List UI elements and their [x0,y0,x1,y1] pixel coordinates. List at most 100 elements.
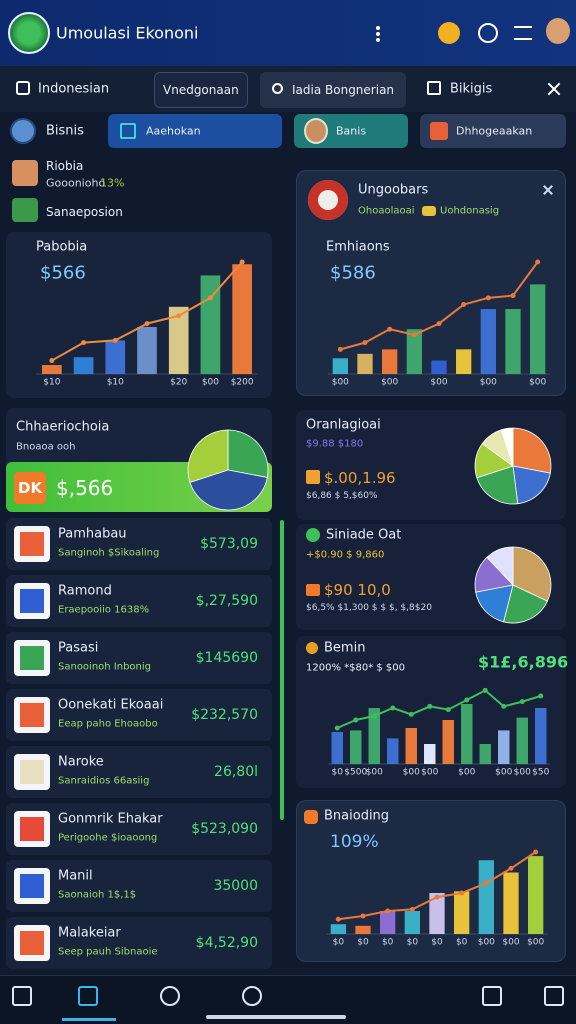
chart-card [296,800,566,962]
filter-label[interactable]: Bisnis [46,123,84,139]
dropdown-label[interactable]: Aaehokan [146,124,201,138]
list-sub: Gooonioho [46,176,106,190]
list-item[interactable] [6,689,272,741]
card-tag: Uohdonasig [440,205,500,217]
summary-icon-label: DK [18,479,43,497]
search-placeholder[interactable]: Iadia Bongnerian [292,83,395,97]
list-item[interactable] [6,575,272,627]
item-name[interactable]: Manil [58,868,93,884]
card-sub: Ohoaolaoai [358,205,415,217]
item-value[interactable]: $523,090 [191,821,258,837]
item-icon [14,754,50,790]
item-icon [14,697,50,733]
clock-icon[interactable] [478,23,498,43]
panel-value: $.00,1.96 [324,469,396,487]
panel-title: Oranlagioai [306,417,381,433]
item-name[interactable]: Pamhabau [58,526,127,542]
card-icon [308,180,348,220]
list-name: Sanaeposion [46,205,123,219]
nav-search[interactable] [160,986,180,1006]
nav-refresh[interactable] [242,986,262,1006]
tab-icon [16,81,30,95]
panel-sub: +$0.90 $ 9,860 [306,549,385,561]
scroll-indicator [280,520,284,820]
item-name[interactable]: Oonekati Ekoaai [58,697,164,713]
item-name[interactable]: Malakeiar [58,925,121,941]
panel-sub: $9.88 $180 [306,438,364,450]
summary-title: Chhaeriochoia [16,419,110,435]
filter-avatar [304,118,328,144]
item-icon [14,868,50,904]
panel-icon [306,642,318,654]
dropdown[interactable] [108,114,282,148]
tab-icon [427,81,441,95]
item-value[interactable]: $232,570 [191,707,258,723]
item-sub[interactable]: Sanginoh $Sikoaling [58,547,160,559]
item-sub[interactable]: Eeap paho Ehoaobo [58,718,158,730]
dropdown-label[interactable]: Banis [336,124,367,138]
search-icon [272,83,283,94]
panel-note: $6,5% $1,300 $ $ $, $,8$20 [306,603,432,613]
item-value[interactable]: $573,09 [200,536,258,552]
nav-active-underline [62,1018,116,1021]
chart-subtitle: 1200% *$80* $ $00 [306,662,406,674]
list-item[interactable] [6,518,272,570]
item-icon [14,526,50,562]
item-value[interactable]: 26,80l [214,764,258,780]
home-indicator [206,1015,346,1019]
item-sub[interactable]: Seep pauh Sibnaoie [58,946,158,958]
chart-card [6,232,272,398]
list-icon [12,198,38,222]
item-icon [14,811,50,847]
list-badge: 13% [100,176,125,190]
list-item[interactable] [6,632,272,684]
dropdown-label[interactable]: Dhhogeaakan [456,124,533,138]
chart-value: 109% [330,832,379,852]
card-icon [304,810,318,824]
item-sub[interactable]: Perigoohe $ioaoong [58,832,158,844]
menu-icon[interactable] [376,26,380,42]
nav-active[interactable] [78,986,98,1006]
summary-sub: Bnoaoa ooh [16,441,76,453]
nav-history[interactable] [482,986,502,1006]
item-sub[interactable]: Eraepooiio 1638% [58,604,150,616]
list-item[interactable] [6,746,272,798]
nav-home[interactable] [12,986,32,1006]
item-sub[interactable]: Sanooinoh Inbonig [58,661,152,673]
nav-menu[interactable] [544,986,564,1006]
dropdown-icon [430,122,448,140]
item-name[interactable]: Ramond [58,583,112,599]
list-name: Riobia [46,159,84,173]
tab[interactable]: Bikigis [450,81,493,97]
panel-value: $90 10,0 [324,581,391,599]
item-name[interactable]: Naroke [58,754,104,770]
list-icon [12,160,38,186]
list-icon[interactable] [514,26,532,40]
chart-title: Emhiaons [326,239,390,255]
item-value[interactable]: $,27,590 [195,593,258,609]
item-icon [14,640,50,676]
item-value[interactable]: $4,52,90 [195,935,258,951]
chart-title: Pabobia [36,239,88,255]
tab-button[interactable] [154,72,248,108]
item-value[interactable]: $145690 [195,650,258,666]
search-box[interactable] [260,72,406,108]
item-sub[interactable]: Saonaioh 1$,1$ [58,889,137,901]
logo [8,12,50,54]
item-name[interactable]: Pasasi [58,640,99,656]
tag-icon [422,206,436,216]
item-sub[interactable]: Sanraidios 66asiig [58,775,150,787]
item-value[interactable]: 35000 [213,878,258,894]
value-chip [306,470,320,484]
list-item[interactable] [6,803,272,855]
notify-icon[interactable] [438,22,460,44]
avatar[interactable] [546,18,570,44]
card-title: Ungoobars [358,182,429,198]
list-item[interactable] [6,860,272,912]
item-name[interactable]: Gonmrik Ehakar [58,811,163,827]
value-chip [306,584,320,596]
list-item[interactable] [6,917,272,969]
chart-value: $1£,6,896 [478,652,569,672]
tab[interactable]: Indonesian [38,81,110,97]
tab[interactable]: Vnedgonaan [163,83,239,97]
